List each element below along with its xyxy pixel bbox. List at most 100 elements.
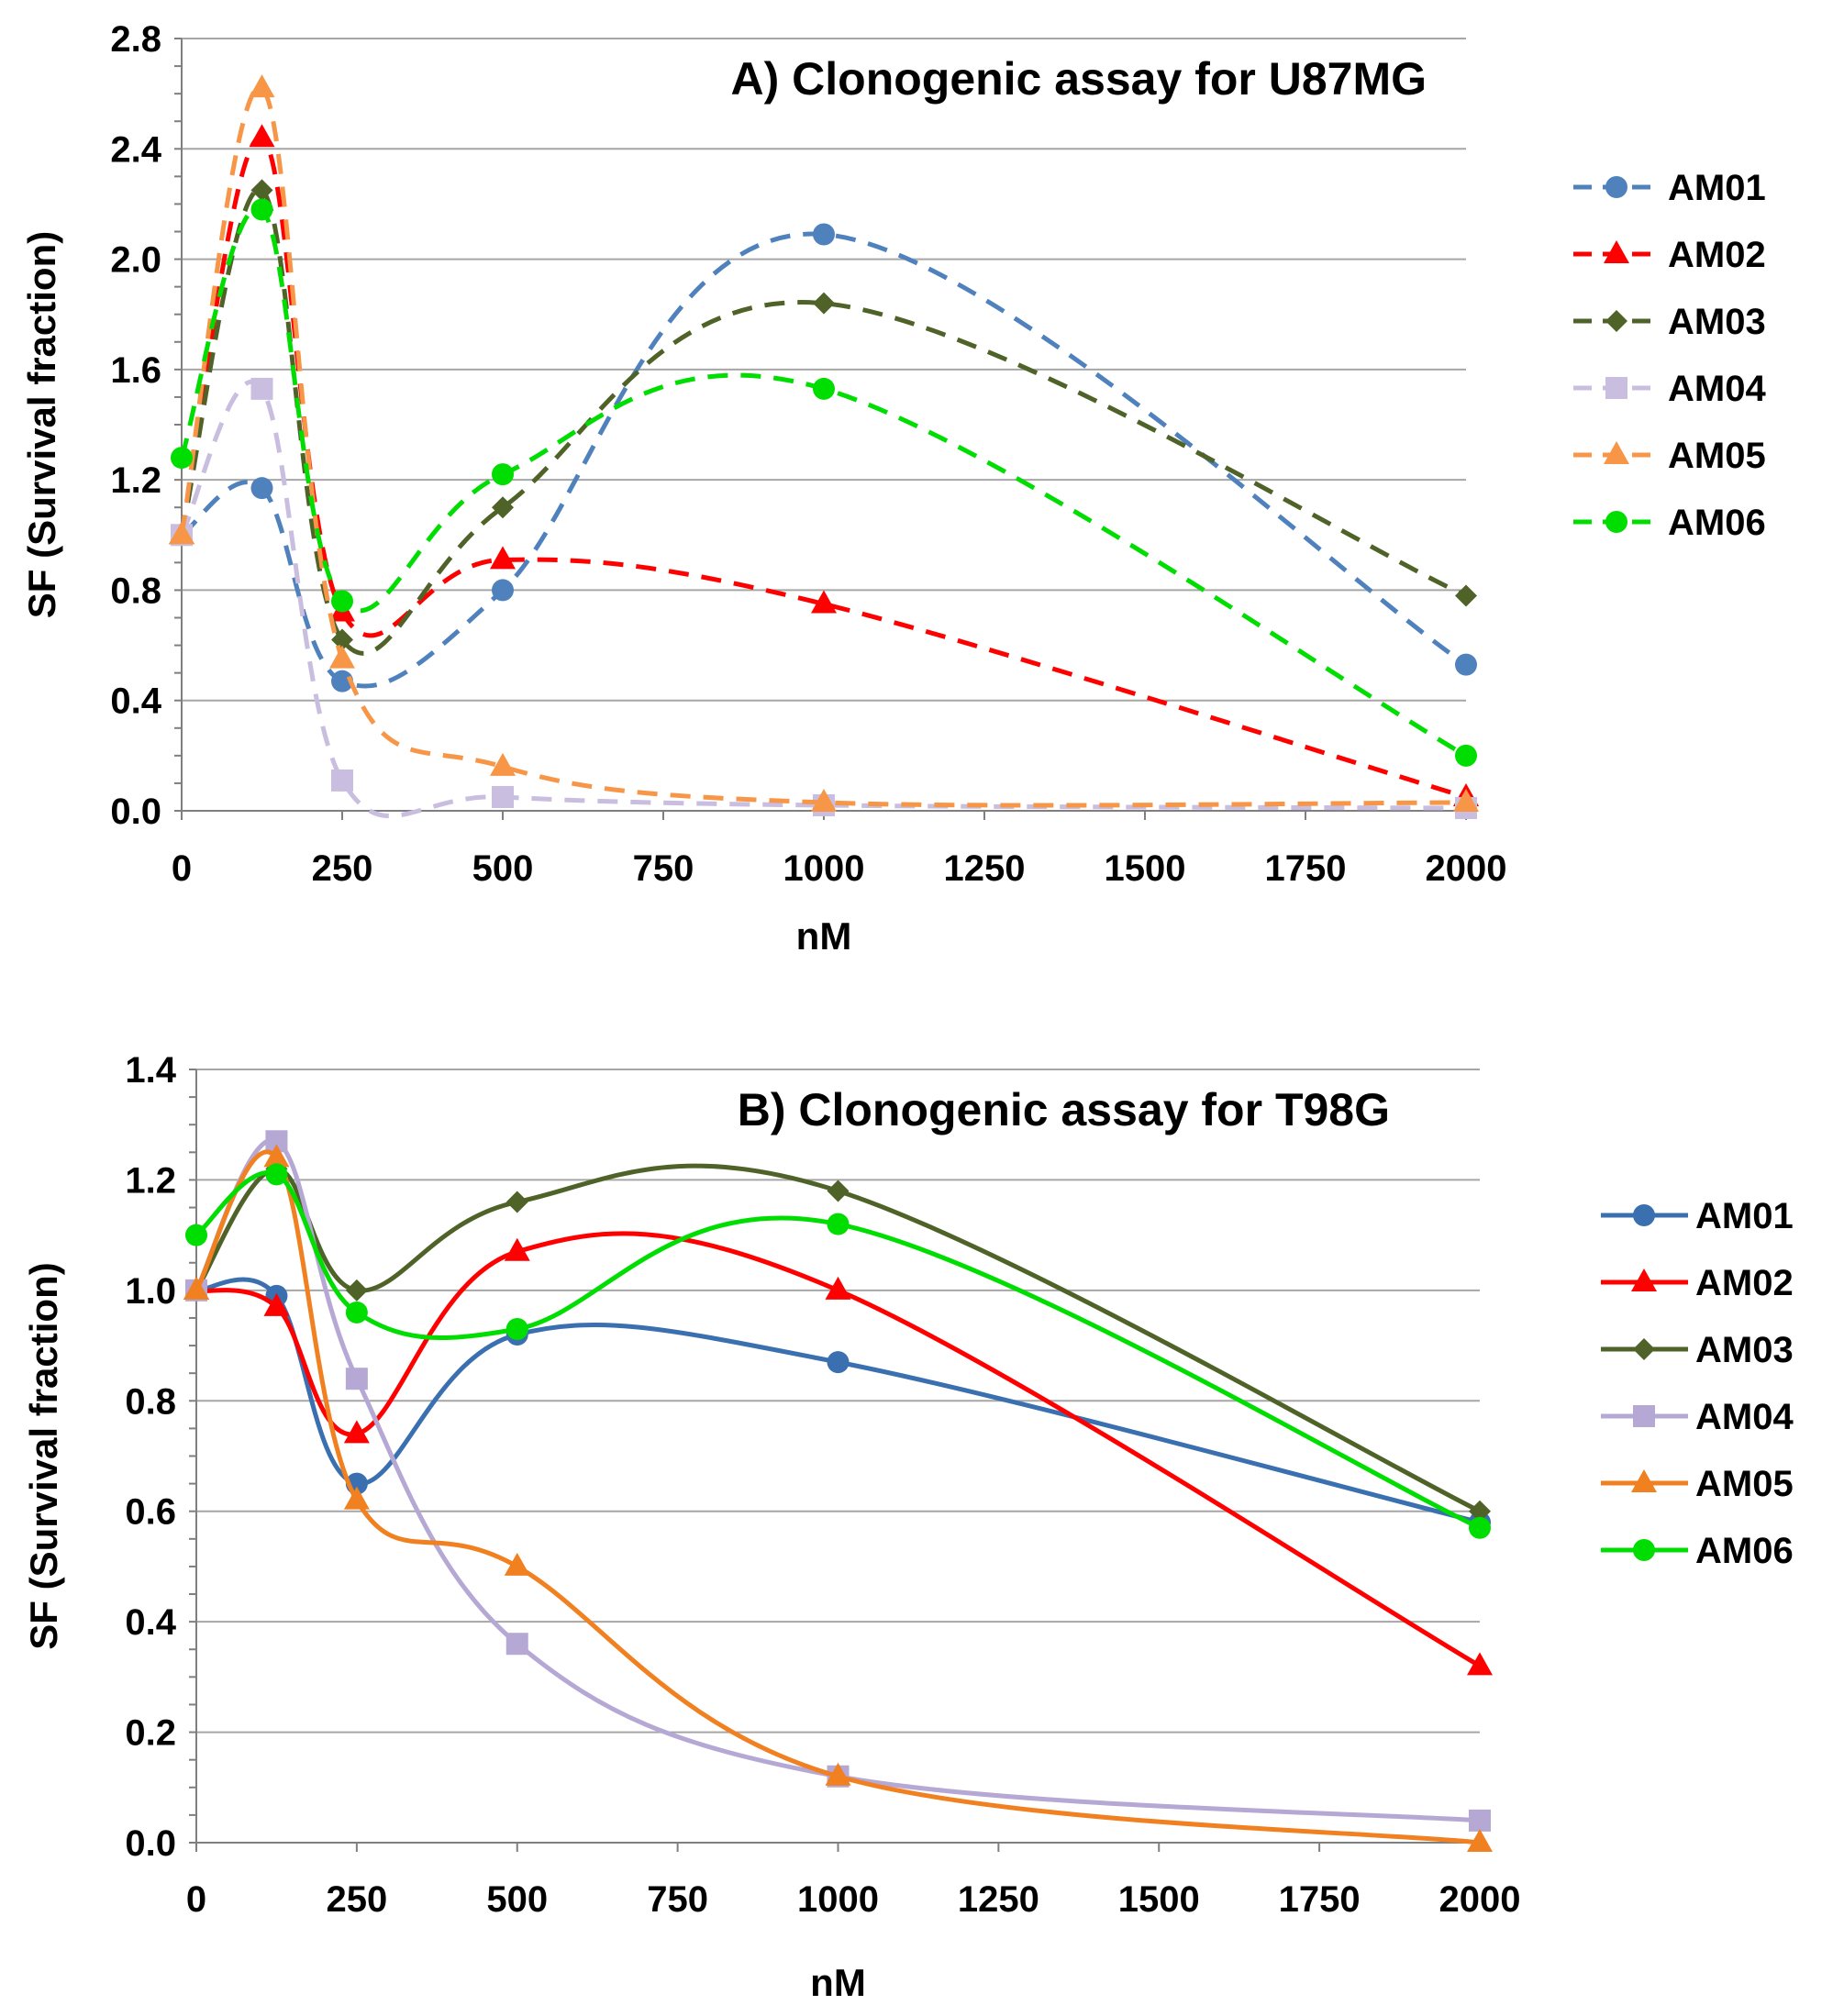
y-tick-label-a-7: 2.8 [110, 19, 161, 60]
point-b-am06-3 [505, 1318, 528, 1341]
point-b-am05-5 [1467, 1829, 1493, 1852]
point-b-am03-5 [1469, 1500, 1491, 1523]
y-tick-label-a-3: 1.2 [110, 460, 161, 501]
legend-label-b-am04: AM04 [1695, 1397, 1794, 1437]
point-a-am05-0 [169, 521, 194, 545]
x-tick-label-b-4: 1000 [797, 1879, 879, 1920]
point-a-am06-1 [250, 198, 273, 221]
x-tick-label-b-8: 2000 [1439, 1879, 1521, 1920]
x-tick-label-b-5: 1250 [958, 1879, 1039, 1920]
point-a-am03-1 [250, 179, 273, 202]
y-axis-title-b: SF (Survival fraction) [22, 1262, 65, 1649]
point-a-am06-0 [171, 447, 193, 470]
chart-b-t98g: 0.0 0.2 0.4 0.6 0.8 1.0 1.2 1.4 0 250 500 750 1000 12… [22, 1050, 1794, 2004]
y-tick-label-b-1: 0.2 [125, 1713, 176, 1754]
point-b-am02-1 [263, 1292, 290, 1316]
point-a-am06-5 [1455, 744, 1477, 767]
point-a-am06-2 [331, 590, 353, 613]
series-line-a-am01 [180, 231, 1468, 689]
point-b-am02-5 [1467, 1652, 1493, 1676]
x-tick-label-a-4: 1000 [783, 848, 865, 889]
legend-marker-b-am03 [1633, 1338, 1655, 1360]
legend-label-a-am06: AM06 [1668, 503, 1766, 543]
point-b-am04-2 [345, 1368, 368, 1390]
point-a-am03-2 [331, 628, 353, 651]
x-tick-label-a-8: 2000 [1426, 848, 1507, 889]
point-a-am01-3 [492, 579, 514, 602]
y-tick-label-b-5: 1.0 [125, 1271, 176, 1312]
point-a-am03-5 [1455, 584, 1477, 607]
point-b-am03-4 [827, 1180, 850, 1202]
point-a-am05-5 [1453, 788, 1479, 812]
point-a-am01-4 [813, 223, 835, 246]
point-b-am06-2 [345, 1301, 368, 1324]
series-line-a-am06 [179, 205, 1468, 759]
x-tick-label-a-0: 0 [172, 848, 192, 889]
legend-label-b-am06: AM06 [1695, 1531, 1794, 1571]
legend-marker-b-am02 [1631, 1268, 1657, 1291]
point-a-am03-3 [492, 496, 514, 519]
legend-marker-a-am06 [1605, 511, 1627, 533]
x-tick-label-a-3: 750 [633, 848, 694, 889]
x-tick-label-a-5: 1250 [944, 848, 1026, 889]
point-a-am01-1 [250, 477, 273, 500]
x-tick-label-a-1: 250 [312, 848, 373, 889]
point-a-am05-1 [249, 74, 275, 98]
point-a-am02-4 [811, 590, 837, 614]
point-a-am02-1 [249, 124, 275, 148]
legend-label-b-am03: AM03 [1695, 1330, 1794, 1370]
y-tick-label-a-2: 0.8 [110, 570, 161, 611]
point-a-am06-3 [492, 463, 514, 486]
legend-label-a-am02: AM02 [1668, 235, 1766, 275]
point-b-am02-3 [504, 1237, 530, 1261]
point-b-am04-3 [505, 1633, 528, 1656]
x-tick-label-b-1: 250 [327, 1879, 388, 1920]
legend-marker-b-am06 [1633, 1539, 1655, 1561]
y-tick-label-b-2: 0.4 [125, 1602, 176, 1643]
point-b-am03-3 [505, 1191, 528, 1213]
point-b-am05-0 [183, 1276, 209, 1300]
legend-marker-b-am04 [1633, 1405, 1655, 1427]
point-b-am06-1 [265, 1163, 288, 1186]
y-axis-title-a: SF (Survival fraction) [20, 231, 63, 618]
y-tick-label-b-6: 1.2 [125, 1160, 176, 1201]
point-b-am01-4 [827, 1351, 850, 1374]
point-a-am05-2 [329, 645, 355, 669]
legend-label-a-am01: AM01 [1668, 168, 1766, 208]
y-tick-label-b-3: 0.6 [125, 1492, 176, 1533]
y-tick-label-a-1: 0.4 [110, 681, 161, 722]
x-tick-label-a-7: 1750 [1265, 848, 1347, 889]
legend-label-a-am04: AM04 [1668, 369, 1766, 409]
point-b-am06-0 [185, 1224, 207, 1246]
y-tick-label-b-4: 0.8 [125, 1381, 176, 1422]
point-a-am05-3 [490, 752, 516, 776]
legend-marker-b-am01 [1633, 1204, 1655, 1226]
point-a-am03-4 [813, 292, 835, 315]
point-b-am05-3 [504, 1552, 530, 1576]
point-b-am05-4 [825, 1762, 851, 1786]
point-b-am02-4 [825, 1276, 851, 1300]
chart-title-a: A) Clonogenic assay for U87MG [731, 53, 1427, 105]
point-a-am01-5 [1455, 653, 1477, 676]
point-a-am06-4 [813, 377, 835, 400]
point-a-am04-2 [331, 769, 353, 792]
legend-marker-a-am01 [1605, 176, 1627, 198]
series-line-b-am04 [194, 1137, 1481, 1823]
legend-marker-a-am02 [1604, 240, 1629, 263]
y-tick-label-a-0: 0.0 [110, 792, 161, 832]
y-tick-label-a-6: 2.4 [110, 129, 161, 170]
point-a-am04-3 [492, 785, 514, 808]
chart-a-u87mg: 0.0 0.4 0.8 1.2 1.6 2.0 2.4 2.8 0 250 500 750 1000 12… [20, 19, 1766, 958]
y-tick-label-b-0: 0.0 [125, 1823, 176, 1864]
point-a-am05-4 [811, 788, 837, 812]
legend-marker-a-am03 [1605, 310, 1627, 332]
point-a-am01-2 [331, 670, 353, 692]
legend-label-b-am01: AM01 [1695, 1196, 1794, 1236]
point-b-am05-2 [343, 1486, 370, 1510]
y-tick-label-a-5: 2.0 [110, 240, 161, 281]
legend-label-a-am03: AM03 [1668, 302, 1766, 342]
point-a-am04-1 [250, 377, 273, 400]
point-b-am04-5 [1469, 1809, 1491, 1832]
point-b-am06-5 [1469, 1516, 1491, 1539]
